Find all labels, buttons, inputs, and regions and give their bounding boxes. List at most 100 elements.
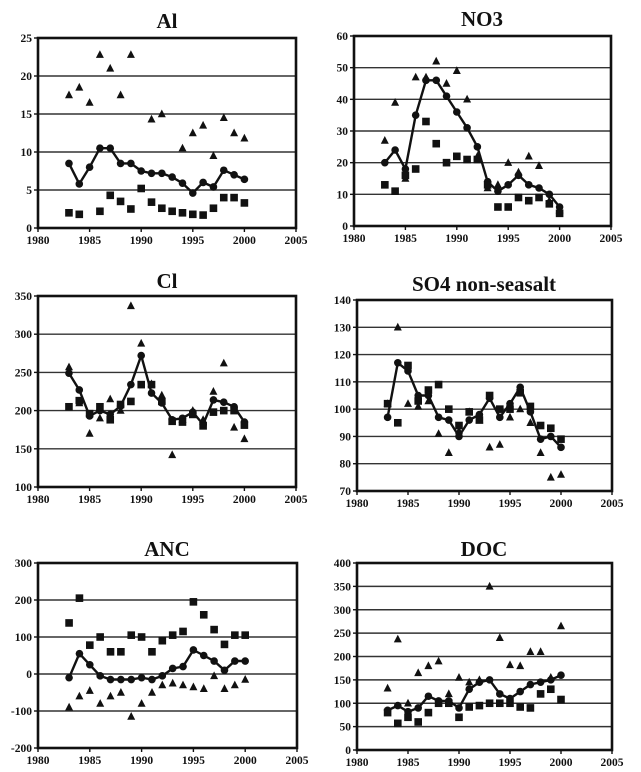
data-point-square bbox=[240, 421, 249, 429]
data-point-square bbox=[189, 210, 197, 219]
y-tick-label: 15 bbox=[21, 109, 33, 121]
data-point-circle bbox=[465, 685, 474, 694]
y-tick-label: 120 bbox=[334, 350, 352, 362]
x-tick-label: 1995 bbox=[181, 235, 204, 247]
y-tick-label: 250 bbox=[334, 628, 352, 640]
data-point-square bbox=[106, 648, 115, 656]
data-point-circle bbox=[199, 178, 207, 187]
series-line bbox=[387, 674, 562, 713]
y-tick-label: 30 bbox=[337, 126, 349, 138]
data-point-triangle bbox=[96, 699, 105, 707]
y-tick-label: 25 bbox=[21, 33, 33, 45]
data-point-circle bbox=[424, 692, 433, 701]
data-point-square bbox=[86, 641, 94, 649]
data-point-triangle bbox=[393, 322, 402, 331]
data-point-triangle bbox=[526, 418, 535, 426]
x-tick-label: 1990 bbox=[448, 757, 471, 769]
data-point-triangle bbox=[65, 702, 74, 711]
data-point-circle bbox=[455, 704, 463, 712]
chart-panel: ANC -200 -100 0 100 200 300 1980 1985 1990 1995 200… bbox=[11, 537, 309, 767]
x-tick-label: 2000 bbox=[234, 755, 257, 767]
data-point-square bbox=[147, 380, 156, 389]
y-tick-label: 80 bbox=[340, 459, 352, 471]
data-point-square bbox=[485, 699, 494, 708]
data-point-circle bbox=[545, 190, 554, 199]
data-point-triangle bbox=[380, 136, 389, 144]
y-tick-label: 100 bbox=[15, 482, 33, 494]
data-point-triangle bbox=[434, 656, 443, 665]
data-point-square bbox=[485, 391, 494, 400]
data-point-circle bbox=[86, 660, 94, 669]
data-point-square bbox=[545, 200, 554, 208]
data-point-triangle bbox=[137, 338, 146, 347]
data-point-triangle bbox=[504, 158, 513, 166]
data-point-square bbox=[496, 405, 504, 413]
data-point-triangle bbox=[85, 429, 94, 437]
data-point-circle bbox=[536, 678, 545, 687]
y-tick-label: 300 bbox=[15, 558, 33, 570]
data-point-triangle bbox=[444, 689, 453, 698]
data-point-circle bbox=[65, 159, 73, 168]
data-point-circle bbox=[401, 165, 410, 173]
x-tick-label: 1980 bbox=[346, 757, 369, 769]
data-point-triangle bbox=[434, 429, 443, 437]
data-point-square bbox=[75, 396, 84, 405]
data-point-circle bbox=[524, 181, 533, 189]
data-point-square bbox=[231, 631, 239, 639]
data-point-circle bbox=[210, 657, 218, 665]
data-point-circle bbox=[422, 76, 430, 85]
data-point-square bbox=[536, 690, 545, 698]
data-point-circle bbox=[432, 76, 441, 85]
data-point-circle bbox=[168, 664, 177, 673]
data-point-square bbox=[434, 380, 443, 389]
data-point-circle bbox=[496, 413, 504, 422]
y-tick-label: -200 bbox=[11, 743, 32, 755]
data-point-square bbox=[514, 193, 523, 202]
x-tick-label: 2005 bbox=[285, 494, 308, 506]
data-point-circle bbox=[516, 687, 524, 696]
y-tick-label: 90 bbox=[340, 431, 352, 443]
data-point-square bbox=[96, 633, 104, 641]
data-point-square bbox=[168, 631, 177, 639]
data-point-square bbox=[127, 631, 136, 639]
data-point-triangle bbox=[404, 399, 412, 407]
data-point-circle bbox=[219, 398, 228, 406]
data-point-triangle bbox=[199, 120, 208, 129]
data-point-square bbox=[465, 703, 473, 711]
data-point-square bbox=[137, 633, 146, 641]
data-point-square bbox=[230, 406, 238, 415]
data-point-square bbox=[179, 627, 187, 636]
data-point-square bbox=[137, 184, 145, 193]
data-point-triangle bbox=[126, 301, 135, 310]
data-point-triangle bbox=[240, 133, 249, 142]
data-point-circle bbox=[496, 690, 504, 698]
data-point-square bbox=[219, 406, 228, 415]
data-point-circle bbox=[127, 675, 136, 684]
data-point-circle bbox=[555, 203, 564, 211]
data-point-triangle bbox=[524, 151, 533, 160]
data-point-triangle bbox=[444, 448, 453, 456]
y-tick-label: 20 bbox=[337, 158, 349, 170]
plot-frame bbox=[36, 294, 298, 489]
data-point-square bbox=[434, 699, 443, 708]
chart-title: DOC bbox=[461, 537, 508, 561]
data-point-square bbox=[424, 386, 433, 394]
y-tick-label: 0 bbox=[342, 221, 348, 233]
data-point-square bbox=[414, 397, 422, 405]
data-point-triangle bbox=[465, 677, 474, 686]
data-point-square bbox=[455, 421, 463, 430]
data-point-triangle bbox=[199, 684, 208, 692]
data-point-circle bbox=[189, 646, 198, 654]
data-point-circle bbox=[394, 358, 402, 367]
data-point-circle bbox=[106, 144, 115, 152]
data-point-square bbox=[424, 708, 433, 717]
data-point-triangle bbox=[168, 678, 177, 687]
data-point-triangle bbox=[179, 680, 187, 689]
data-point-triangle bbox=[148, 688, 156, 696]
data-point-circle bbox=[189, 189, 197, 197]
data-point-square bbox=[116, 197, 125, 206]
data-point-square bbox=[453, 152, 461, 161]
data-point-square bbox=[116, 400, 125, 409]
data-point-circle bbox=[199, 651, 208, 660]
